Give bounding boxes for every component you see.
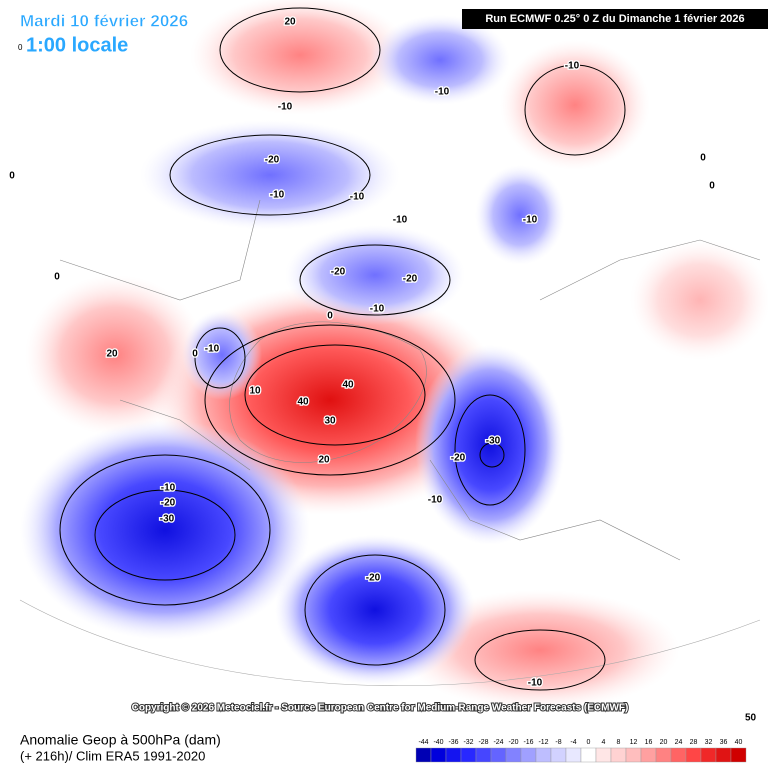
legend-swatch xyxy=(445,747,462,763)
legend-tick-label: 36 xyxy=(720,739,728,746)
legend-swatch xyxy=(520,747,537,763)
color-legend: -44 -40 -36 -32 -28 -24 -20 -16 -12 -8 -4 0 4 8 12 16 20… xyxy=(415,739,747,763)
run-info: Run ECMWF 0.25° 0 Z du Dimanche 1 févrie… xyxy=(485,13,744,25)
copyright: Copyright © 2026 Meteociel.fr - Source E… xyxy=(132,703,629,714)
anomaly-field xyxy=(20,0,768,710)
contour-label: -10 xyxy=(435,87,450,98)
legend-swatch xyxy=(625,747,642,763)
contour-label: 0 xyxy=(700,153,706,164)
contour-label: 30 xyxy=(324,416,336,427)
legend-tick-label: -24 xyxy=(493,739,503,746)
legend-swatch xyxy=(595,747,612,763)
time-prefix: 0 xyxy=(18,43,23,52)
contour-label: 20 xyxy=(318,455,330,466)
contour-label: 20 xyxy=(106,349,118,360)
legend-swatch xyxy=(580,747,597,763)
legend-tick-label: -36 xyxy=(448,739,458,746)
forecast-date: Mardi 10 février 2026 xyxy=(20,11,188,30)
legend-swatch xyxy=(730,747,747,763)
legend-tick-label: -12 xyxy=(538,739,548,746)
contour-label: -10 xyxy=(278,102,293,113)
contour-label: -10 xyxy=(161,483,176,494)
contour-label: -10 xyxy=(528,678,543,689)
legend-tick-label: 16 xyxy=(645,739,653,746)
contour-label: 0 xyxy=(192,349,198,360)
contour-label: -10 xyxy=(565,61,580,72)
footer-subtitle: (+ 216h)/ Clim ERA5 1991-2020 xyxy=(20,748,205,763)
legend-swatch xyxy=(430,747,447,763)
contour-label: 0 xyxy=(9,171,15,182)
contour-label: -10 xyxy=(393,215,408,226)
legend-tick-label: -44 xyxy=(418,739,428,746)
legend-swatch xyxy=(505,747,522,763)
contour-label: 10 xyxy=(249,386,261,397)
corner-label: 50 xyxy=(745,713,757,724)
footer-title: Anomalie Geop à 500hPa (dam) xyxy=(20,732,221,748)
legend-tick-label: -32 xyxy=(463,739,473,746)
legend-tick-label: -16 xyxy=(523,739,533,746)
legend-tick-label: 8 xyxy=(617,739,621,746)
legend-swatch xyxy=(655,747,672,763)
contour-label: -20 xyxy=(331,267,346,278)
legend-tick-label: 28 xyxy=(690,739,698,746)
legend-swatch xyxy=(565,747,582,763)
contour-labels: 20 -10 -10 -10 0 -20 -10 -10 -10 -10 0 0 0 -20 -20 -10 0… xyxy=(8,15,717,690)
legend-swatch xyxy=(460,747,477,763)
contour-label: -20 xyxy=(403,274,418,285)
run-box xyxy=(462,9,768,29)
contour-label: -20 xyxy=(451,453,466,464)
contour-label: 20 xyxy=(284,17,296,28)
legend-tick-label: -20 xyxy=(508,739,518,746)
legend-tick-label: 4 xyxy=(602,739,606,746)
legend-swatch xyxy=(715,747,732,763)
legend-swatch xyxy=(415,747,432,763)
contour-label: 0 xyxy=(709,181,715,192)
contour-label: -30 xyxy=(160,514,175,525)
legend-swatch xyxy=(640,747,657,763)
contour-label: -10 xyxy=(428,495,443,506)
contour-label: -10 xyxy=(205,344,220,355)
geography xyxy=(19,199,761,687)
legend-tick-label: 12 xyxy=(630,739,638,746)
legend-swatch xyxy=(475,747,492,763)
legend-swatch xyxy=(685,747,702,763)
legend-tick-label: -40 xyxy=(433,739,443,746)
legend-tick-label: 20 xyxy=(660,739,668,746)
forecast-time: 1:00 locale xyxy=(26,34,128,56)
legend-swatch xyxy=(535,747,552,763)
legend-swatch xyxy=(490,747,507,763)
legend-swatch xyxy=(700,747,717,763)
contour-label: -10 xyxy=(523,215,538,226)
contour-label: -30 xyxy=(486,436,501,447)
contour-label: -10 xyxy=(350,192,365,203)
legend-swatch xyxy=(610,747,627,763)
legend-swatch xyxy=(550,747,567,763)
contour-label: 40 xyxy=(297,397,309,408)
contour-label: 0 xyxy=(327,311,333,322)
legend-tick-label: 24 xyxy=(675,739,683,746)
legend-tick-label: 0 xyxy=(587,739,591,746)
legend-tick-label: -4 xyxy=(570,739,576,746)
contour-label: -20 xyxy=(161,498,176,509)
legend-tick-label: 40 xyxy=(735,739,743,746)
contour-label: -20 xyxy=(265,155,280,166)
legend-tick-label: -28 xyxy=(478,739,488,746)
contour-label: 40 xyxy=(342,380,354,391)
legend-tick-label: -8 xyxy=(555,739,561,746)
legend-tick-label: 32 xyxy=(705,739,713,746)
legend-swatch xyxy=(670,747,687,763)
contour-label: -10 xyxy=(370,304,385,315)
contour-label: -20 xyxy=(366,573,381,584)
contour-label: -10 xyxy=(270,190,285,201)
contour-label: 0 xyxy=(54,272,60,283)
contours xyxy=(59,7,626,691)
